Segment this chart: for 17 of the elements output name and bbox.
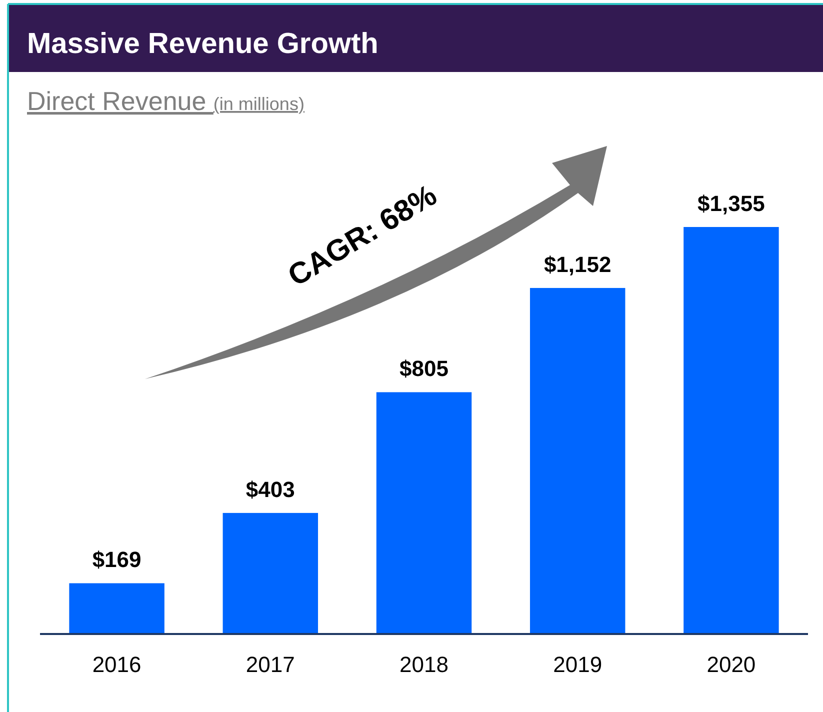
bar xyxy=(222,512,318,634)
bar xyxy=(69,583,164,634)
x-tick-label: 2018 xyxy=(400,652,448,677)
x-tick-label: 2019 xyxy=(553,652,602,677)
data-label: $805 xyxy=(400,356,448,382)
data-label: $1,355 xyxy=(698,191,765,216)
x-tick-label: 2017 xyxy=(246,652,295,677)
bar xyxy=(684,227,779,634)
x-tick-label: 2020 xyxy=(706,652,756,677)
data-label: $403 xyxy=(246,476,295,502)
data-label: $169 xyxy=(92,547,142,572)
chart-subtitle: Direct Revenue (in millions) xyxy=(27,86,304,116)
chart-title: Massive Revenue Growth xyxy=(27,28,378,60)
data-label: $1,152 xyxy=(544,252,612,277)
x-tick-label: 2016 xyxy=(92,652,142,677)
bar xyxy=(530,288,626,634)
bar xyxy=(376,392,472,634)
